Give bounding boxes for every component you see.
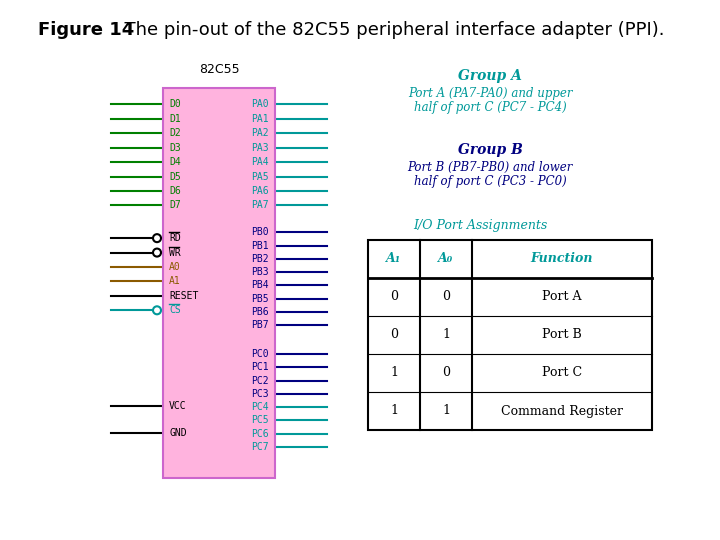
- Text: PC3: PC3: [251, 389, 269, 399]
- Text: 1: 1: [390, 404, 398, 417]
- Text: PB2: PB2: [251, 254, 269, 264]
- Text: PA0: PA0: [251, 99, 269, 110]
- Text: PC2: PC2: [251, 375, 269, 386]
- Text: PC4: PC4: [251, 402, 269, 412]
- Text: 0: 0: [390, 291, 398, 303]
- Text: PA5: PA5: [251, 172, 269, 181]
- Text: The pin-out of the 82C55 peripheral interface adapter (PPI).: The pin-out of the 82C55 peripheral inte…: [113, 21, 665, 39]
- Text: A0: A0: [169, 262, 181, 272]
- Text: half of port C (PC7 - PC4): half of port C (PC7 - PC4): [413, 102, 567, 114]
- Text: GND: GND: [169, 428, 186, 438]
- Text: RESET: RESET: [169, 291, 199, 301]
- Text: PA7: PA7: [251, 200, 269, 211]
- Text: PB1: PB1: [251, 240, 269, 251]
- Text: PB7: PB7: [251, 320, 269, 330]
- Text: PC6: PC6: [251, 429, 269, 438]
- Text: half of port C (PC3 - PC0): half of port C (PC3 - PC0): [413, 176, 567, 188]
- Text: D7: D7: [169, 200, 181, 211]
- Text: PB6: PB6: [251, 307, 269, 317]
- Text: PA1: PA1: [251, 114, 269, 124]
- Text: D6: D6: [169, 186, 181, 196]
- Text: WR: WR: [169, 247, 181, 258]
- Text: PB5: PB5: [251, 294, 269, 303]
- Text: PC7: PC7: [251, 442, 269, 452]
- Text: Port B (PB7-PB0) and lower: Port B (PB7-PB0) and lower: [408, 160, 572, 173]
- Text: PC0: PC0: [251, 349, 269, 359]
- Text: Port A: Port A: [542, 291, 582, 303]
- Text: Function: Function: [531, 253, 593, 266]
- Text: Group A: Group A: [458, 69, 522, 83]
- Text: Group B: Group B: [458, 143, 523, 157]
- Text: D0: D0: [169, 99, 181, 110]
- Text: D1: D1: [169, 114, 181, 124]
- Text: A₀: A₀: [438, 253, 454, 266]
- Text: PA4: PA4: [251, 157, 269, 167]
- Text: I/O Port Assignments: I/O Port Assignments: [413, 219, 547, 232]
- Text: 1: 1: [390, 367, 398, 380]
- Text: A₁: A₁: [387, 253, 402, 266]
- Text: D4: D4: [169, 157, 181, 167]
- Text: PA3: PA3: [251, 143, 269, 153]
- Text: Port A (PA7-PA0) and upper: Port A (PA7-PA0) and upper: [408, 86, 572, 99]
- Text: 0: 0: [390, 328, 398, 341]
- Text: CS: CS: [169, 305, 181, 315]
- Text: PA6: PA6: [251, 186, 269, 196]
- Text: PC5: PC5: [251, 415, 269, 426]
- Text: 82C55: 82C55: [199, 63, 239, 76]
- Circle shape: [153, 234, 161, 242]
- Text: Port B: Port B: [542, 328, 582, 341]
- Text: VCC: VCC: [169, 401, 186, 411]
- Text: PB4: PB4: [251, 280, 269, 291]
- Text: D2: D2: [169, 128, 181, 138]
- Text: Command Register: Command Register: [501, 404, 623, 417]
- Bar: [163, 88, 275, 478]
- Text: 0: 0: [442, 367, 450, 380]
- Text: PC1: PC1: [251, 362, 269, 372]
- Text: 1: 1: [442, 328, 450, 341]
- Text: 0: 0: [442, 291, 450, 303]
- Text: D3: D3: [169, 143, 181, 153]
- Text: A1: A1: [169, 276, 181, 286]
- Text: PB0: PB0: [251, 227, 269, 237]
- Text: 1: 1: [442, 404, 450, 417]
- Text: D5: D5: [169, 172, 181, 181]
- Text: RD: RD: [169, 233, 181, 243]
- Text: Port C: Port C: [542, 367, 582, 380]
- Text: Figure 14: Figure 14: [38, 21, 134, 39]
- Text: PA2: PA2: [251, 128, 269, 138]
- Bar: [368, 240, 652, 430]
- Circle shape: [153, 306, 161, 314]
- Text: PB3: PB3: [251, 267, 269, 277]
- Circle shape: [153, 248, 161, 256]
